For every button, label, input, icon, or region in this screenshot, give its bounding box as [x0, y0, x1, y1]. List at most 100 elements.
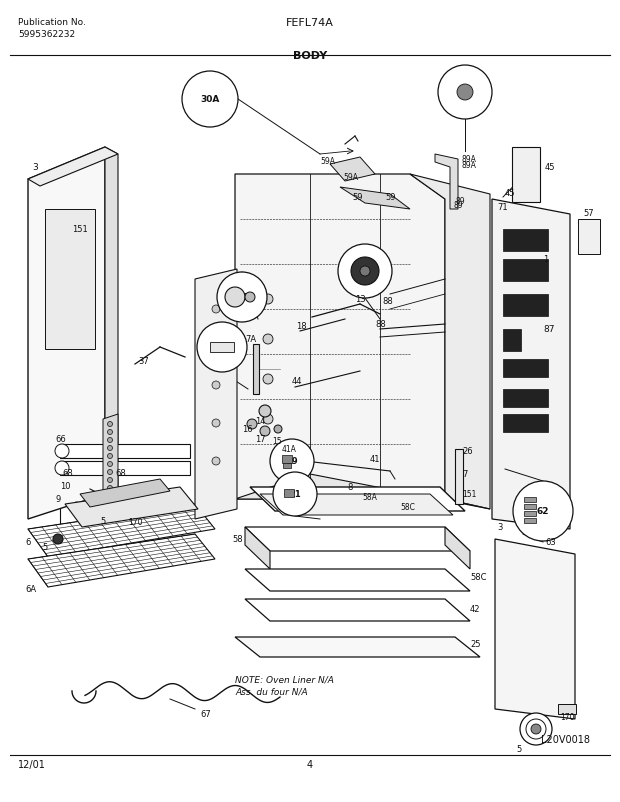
Circle shape [107, 478, 112, 483]
Polygon shape [495, 539, 575, 719]
Polygon shape [65, 488, 198, 528]
Text: 45: 45 [505, 188, 515, 197]
Text: 13: 13 [355, 295, 366, 304]
Text: 1: 1 [543, 255, 548, 264]
Polygon shape [245, 528, 270, 569]
Circle shape [263, 294, 273, 305]
Circle shape [212, 343, 220, 351]
Text: 59: 59 [385, 193, 396, 202]
Text: 88: 88 [382, 297, 392, 306]
Circle shape [259, 406, 271, 418]
Text: 7A: 7A [245, 335, 256, 344]
Text: 170: 170 [560, 713, 575, 722]
Circle shape [107, 430, 112, 435]
Polygon shape [195, 269, 237, 520]
Bar [524, 504, 536, 509]
Text: 89A: 89A [462, 156, 477, 164]
Polygon shape [245, 528, 470, 551]
Text: 25: 25 [470, 640, 480, 649]
Text: 17: 17 [255, 435, 265, 444]
Circle shape [107, 438, 112, 443]
Text: 41: 41 [370, 455, 381, 464]
Text: 170: 170 [128, 518, 143, 527]
Text: 66: 66 [55, 435, 66, 444]
Polygon shape [235, 638, 480, 657]
Circle shape [182, 72, 238, 128]
Bar [524, 512, 536, 516]
Text: 6: 6 [25, 538, 30, 547]
Bar [512, 148, 540, 203]
Circle shape [55, 461, 69, 476]
Text: 29: 29 [286, 457, 298, 466]
Circle shape [260, 427, 270, 436]
Polygon shape [28, 534, 215, 587]
Text: 10: 10 [60, 482, 71, 491]
Circle shape [107, 422, 112, 427]
Polygon shape [235, 175, 445, 500]
Text: 89A: 89A [462, 160, 477, 169]
Text: L20V0018: L20V0018 [541, 734, 590, 744]
Text: 68: 68 [62, 469, 73, 478]
Bar [503, 330, 521, 351]
Circle shape [197, 322, 247, 373]
Bar [455, 449, 463, 504]
Text: 7: 7 [462, 470, 467, 479]
Circle shape [457, 85, 473, 101]
Polygon shape [28, 148, 105, 520]
Polygon shape [28, 148, 118, 187]
Text: 63: 63 [545, 538, 556, 547]
Text: 8: 8 [347, 483, 353, 492]
Circle shape [53, 534, 63, 545]
Circle shape [212, 306, 220, 314]
Polygon shape [330, 158, 375, 182]
Circle shape [212, 419, 220, 427]
Text: 42: 42 [470, 605, 480, 614]
Circle shape [263, 415, 273, 424]
Circle shape [513, 481, 573, 541]
Text: 87: 87 [543, 325, 554, 334]
Text: 59: 59 [352, 192, 363, 201]
Polygon shape [103, 415, 118, 504]
Bar [122, 508, 144, 517]
Polygon shape [250, 488, 465, 512]
Polygon shape [340, 188, 410, 210]
Circle shape [225, 288, 245, 308]
Bar [503, 415, 548, 432]
Text: 45: 45 [545, 164, 556, 172]
Text: 151: 151 [72, 225, 88, 234]
Circle shape [520, 713, 552, 745]
Circle shape [274, 426, 282, 433]
Text: BODY: BODY [293, 51, 327, 61]
Text: 15: 15 [272, 437, 281, 446]
Bar [253, 345, 259, 395]
Text: Publication No.: Publication No. [18, 18, 86, 27]
Circle shape [247, 419, 257, 429]
Bar [503, 390, 548, 407]
Polygon shape [105, 148, 118, 500]
Circle shape [107, 462, 112, 467]
Circle shape [273, 472, 317, 516]
Circle shape [55, 444, 69, 459]
Circle shape [212, 382, 220, 390]
Text: 62: 62 [537, 507, 549, 516]
Text: 9: 9 [55, 495, 60, 504]
Text: 67: 67 [200, 710, 211, 719]
Text: 26: 26 [462, 447, 472, 456]
Text: 30A: 30A [200, 95, 219, 104]
Text: 21: 21 [289, 490, 301, 499]
Circle shape [438, 66, 492, 119]
Polygon shape [245, 599, 470, 622]
Bar [60, 444, 190, 459]
Circle shape [360, 267, 370, 277]
Polygon shape [410, 175, 490, 509]
Polygon shape [260, 494, 453, 516]
Circle shape [351, 257, 379, 286]
Text: 59B: 59B [356, 267, 374, 276]
Polygon shape [80, 480, 170, 508]
Text: 3: 3 [497, 523, 502, 532]
Text: eReplacementParts.com: eReplacementParts.com [234, 423, 386, 436]
Circle shape [212, 457, 220, 465]
Bar [578, 220, 600, 255]
Text: 5: 5 [516, 744, 521, 754]
Polygon shape [435, 155, 458, 210]
